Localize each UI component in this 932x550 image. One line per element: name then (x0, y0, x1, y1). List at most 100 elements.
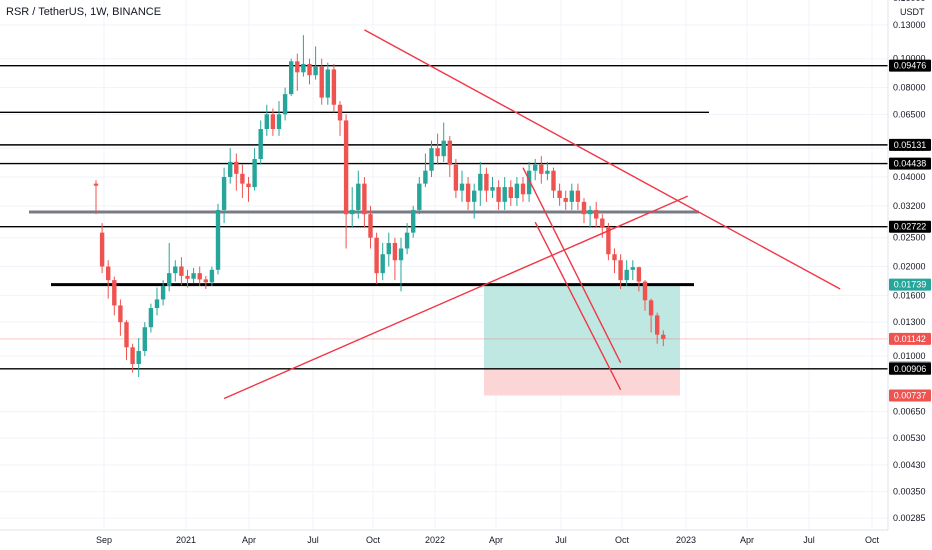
candle-body[interactable] (581, 201, 587, 215)
candle-body[interactable] (240, 173, 245, 184)
candle-body[interactable] (276, 114, 282, 130)
candle-body[interactable] (374, 237, 379, 274)
candle-body[interactable] (331, 69, 337, 105)
candle-body[interactable] (447, 140, 452, 165)
candle-body[interactable] (551, 170, 556, 191)
candle-body[interactable] (185, 275, 190, 279)
candle-body[interactable] (648, 300, 654, 316)
candle-body[interactable] (252, 158, 257, 188)
candle-body[interactable] (490, 187, 495, 191)
candle-body[interactable] (429, 148, 434, 171)
candle-body[interactable] (160, 286, 166, 300)
candle-body[interactable] (642, 281, 648, 301)
candle-body[interactable] (533, 164, 538, 171)
candle-body[interactable] (234, 161, 239, 174)
candle-body[interactable] (630, 267, 635, 270)
candle-body[interactable] (130, 347, 135, 365)
candle-body[interactable] (453, 164, 459, 191)
candle-body[interactable] (502, 187, 507, 202)
candle-body[interactable] (215, 209, 221, 270)
candle-body[interactable] (264, 114, 269, 130)
candle-body[interactable] (319, 66, 324, 98)
candle-body[interactable] (295, 61, 300, 73)
candle-body[interactable] (313, 66, 318, 76)
candle-body[interactable] (179, 266, 184, 276)
candle-body[interactable] (398, 248, 404, 261)
stop-zone[interactable] (484, 368, 680, 396)
candle-body[interactable] (343, 120, 349, 215)
candle-body[interactable] (526, 170, 532, 195)
candle-body[interactable] (362, 183, 367, 215)
candle-body[interactable] (612, 254, 617, 261)
candle-body[interactable] (221, 177, 227, 210)
candle-body[interactable] (587, 209, 593, 215)
candle-body[interactable] (624, 269, 629, 281)
candle-body[interactable] (514, 183, 520, 199)
candle-body[interactable] (411, 209, 416, 233)
candle-body[interactable] (478, 173, 483, 191)
candle-body[interactable] (106, 266, 111, 281)
candle-body[interactable] (606, 227, 611, 255)
candle-body[interactable] (600, 218, 605, 228)
candle-body[interactable] (392, 242, 398, 261)
candle-body[interactable] (93, 183, 99, 186)
candle-body[interactable] (465, 183, 471, 202)
candle-body[interactable] (209, 269, 215, 283)
candle-body[interactable] (569, 190, 574, 202)
candle-body[interactable] (404, 232, 410, 249)
candle-body[interactable] (545, 170, 550, 174)
candle-body[interactable] (423, 170, 428, 184)
candle-body[interactable] (307, 63, 312, 76)
candle-body[interactable] (539, 164, 544, 174)
candle-body[interactable] (520, 183, 526, 195)
candle-body[interactable] (173, 266, 178, 274)
candle-body[interactable] (203, 279, 208, 283)
candle-body[interactable] (167, 273, 172, 287)
candle-body[interactable] (112, 280, 117, 306)
candle-body[interactable] (197, 273, 202, 280)
candle-body[interactable] (484, 173, 489, 191)
candle-body[interactable] (124, 322, 129, 348)
candle-body[interactable] (154, 299, 160, 309)
candle-body[interactable] (246, 183, 251, 188)
candle-body[interactable] (325, 69, 330, 98)
candle-body[interactable] (575, 190, 581, 202)
candle-body[interactable] (301, 63, 306, 73)
trendline[interactable] (223, 195, 688, 400)
candle-body[interactable] (99, 232, 105, 267)
candle-body[interactable] (435, 148, 440, 157)
candle-body[interactable] (594, 209, 599, 219)
candle-body[interactable] (289, 61, 294, 95)
candle-body[interactable] (142, 327, 147, 351)
candle-body[interactable] (496, 187, 501, 202)
trendline[interactable] (364, 29, 841, 290)
candle-body[interactable] (228, 161, 233, 178)
candle-body[interactable] (563, 198, 568, 202)
candle-body[interactable] (441, 140, 446, 157)
candle-body[interactable] (148, 308, 154, 328)
candle-body[interactable] (356, 183, 361, 210)
candle-body[interactable] (118, 305, 123, 323)
candle-body[interactable] (636, 267, 642, 282)
target-zone[interactable] (484, 284, 680, 369)
candle-body[interactable] (661, 334, 666, 339)
candle-body[interactable] (655, 315, 660, 335)
candle-body[interactable] (380, 254, 385, 274)
candle-body[interactable] (459, 183, 465, 191)
candle-body[interactable] (270, 114, 276, 130)
candle-body[interactable] (472, 190, 477, 202)
candle-body[interactable] (417, 183, 422, 210)
candle-body[interactable] (386, 242, 391, 255)
candle-body[interactable] (618, 260, 623, 281)
candle-body[interactable] (136, 350, 141, 365)
trendline[interactable] (534, 221, 622, 391)
candle-body[interactable] (337, 104, 343, 121)
candle-body[interactable] (508, 187, 513, 199)
candle-body[interactable] (368, 214, 373, 238)
candle-body[interactable] (557, 190, 562, 199)
candle-body[interactable] (282, 94, 288, 115)
candle-body[interactable] (350, 209, 355, 215)
candle-body[interactable] (191, 273, 196, 279)
trendline[interactable] (522, 167, 622, 363)
candle-body[interactable] (258, 129, 263, 159)
